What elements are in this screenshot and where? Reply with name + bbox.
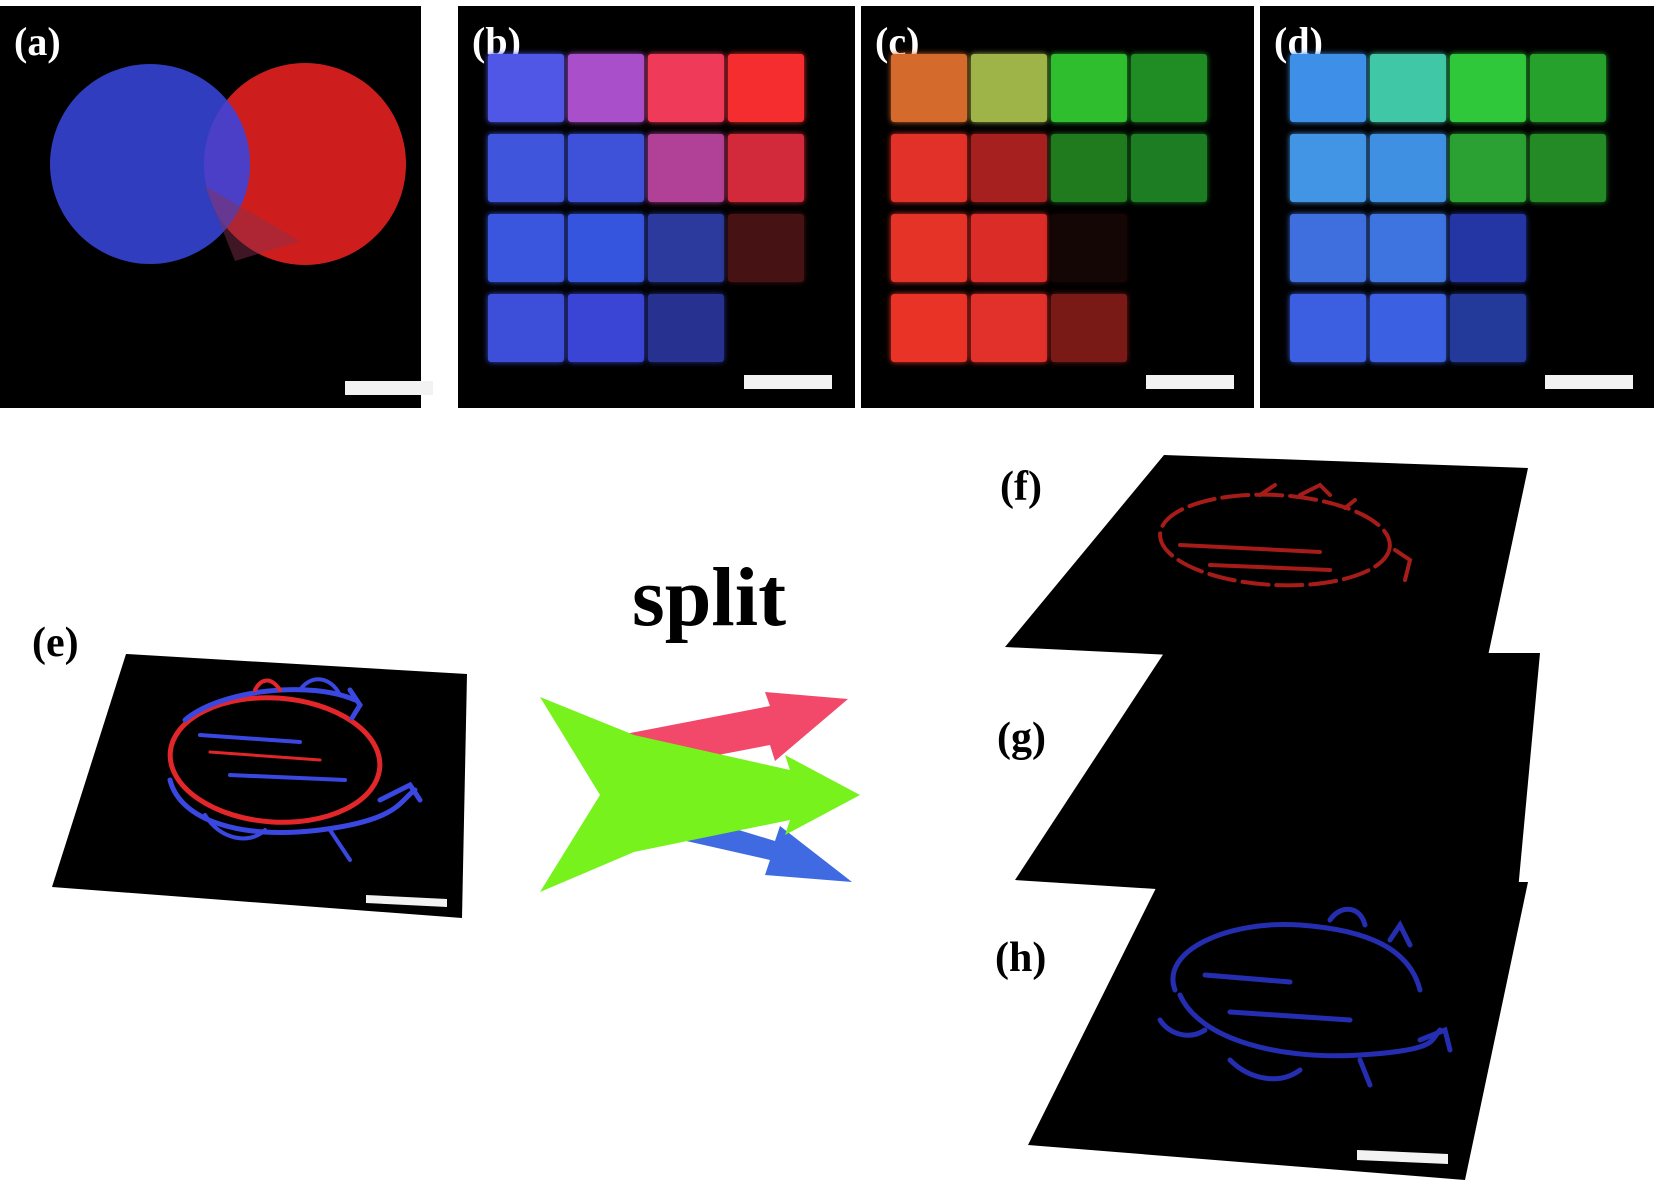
- grid-tile: [568, 214, 644, 282]
- grid-tile: [1290, 134, 1366, 202]
- grid-tile: [1051, 54, 1127, 122]
- red-circle: [204, 63, 406, 265]
- grid-tile: [488, 54, 564, 122]
- grid-tile: [648, 294, 724, 362]
- scale-bar: [1146, 375, 1234, 389]
- grid-tile: [1051, 294, 1127, 362]
- grid-tile: [891, 214, 967, 282]
- grid-tile: [1530, 54, 1606, 122]
- grid-tile: [648, 214, 724, 282]
- grid-tile: [1450, 294, 1526, 362]
- grid-tile: [1530, 134, 1606, 202]
- grid-tile: [891, 134, 967, 202]
- grid-tile: [728, 134, 804, 202]
- split-label: split: [632, 551, 787, 644]
- grid-tile: [568, 134, 644, 202]
- grid-tile: [1370, 134, 1446, 202]
- grid-tile: [1290, 294, 1366, 362]
- grid-tile: [891, 294, 967, 362]
- grid-tile: [971, 134, 1047, 202]
- sheet-g: [1015, 653, 1540, 912]
- grid-tile: [568, 54, 644, 122]
- scale-bar: [1545, 375, 1633, 389]
- panel-b: (b): [458, 6, 855, 408]
- grid-tile: [971, 294, 1047, 362]
- grid-tile: [488, 134, 564, 202]
- panel-c: (c): [861, 6, 1254, 408]
- scale-bar: [744, 375, 832, 389]
- grid-tile: [1131, 134, 1207, 202]
- panel-label-h: (h): [995, 935, 1047, 981]
- grid-tile: [1370, 54, 1446, 122]
- grid-tile: [728, 54, 804, 122]
- grid-tile: [648, 134, 724, 202]
- grid-tile: [1290, 54, 1366, 122]
- scale-bar: [345, 381, 433, 395]
- panel-label-a: (a): [14, 19, 61, 64]
- grid-tile: [1370, 214, 1446, 282]
- panel-label-g: (g): [997, 715, 1046, 761]
- blue-circle: [50, 64, 250, 264]
- grid-tile: [648, 54, 724, 122]
- grid-tile: [1450, 214, 1526, 282]
- grid-tile: [1370, 294, 1446, 362]
- panel-a: (a): [0, 6, 433, 408]
- sheet-f: [1005, 455, 1528, 670]
- sheet-e: [52, 654, 467, 918]
- grid-tile: [488, 294, 564, 362]
- grid-tile: [568, 294, 644, 362]
- sheet-h: [1028, 880, 1528, 1180]
- grid-tile: [971, 54, 1047, 122]
- overlap-circles: [50, 63, 406, 265]
- split-arrow-icon: [540, 692, 860, 892]
- grid-tile: [1131, 54, 1207, 122]
- panel-label-e: (e): [32, 620, 79, 666]
- panel-label-f: (f): [1000, 464, 1042, 510]
- grid-tile: [1450, 54, 1526, 122]
- grid-tile: [488, 214, 564, 282]
- grid-tile: [1450, 134, 1526, 202]
- grid-tile: [971, 214, 1047, 282]
- grid-tile: [1290, 214, 1366, 282]
- grid-tile: [728, 214, 804, 282]
- grid-tile: [891, 54, 967, 122]
- grid-tile: [1051, 214, 1127, 282]
- grid-tile: [1051, 134, 1127, 202]
- panel-d: (d): [1260, 6, 1654, 408]
